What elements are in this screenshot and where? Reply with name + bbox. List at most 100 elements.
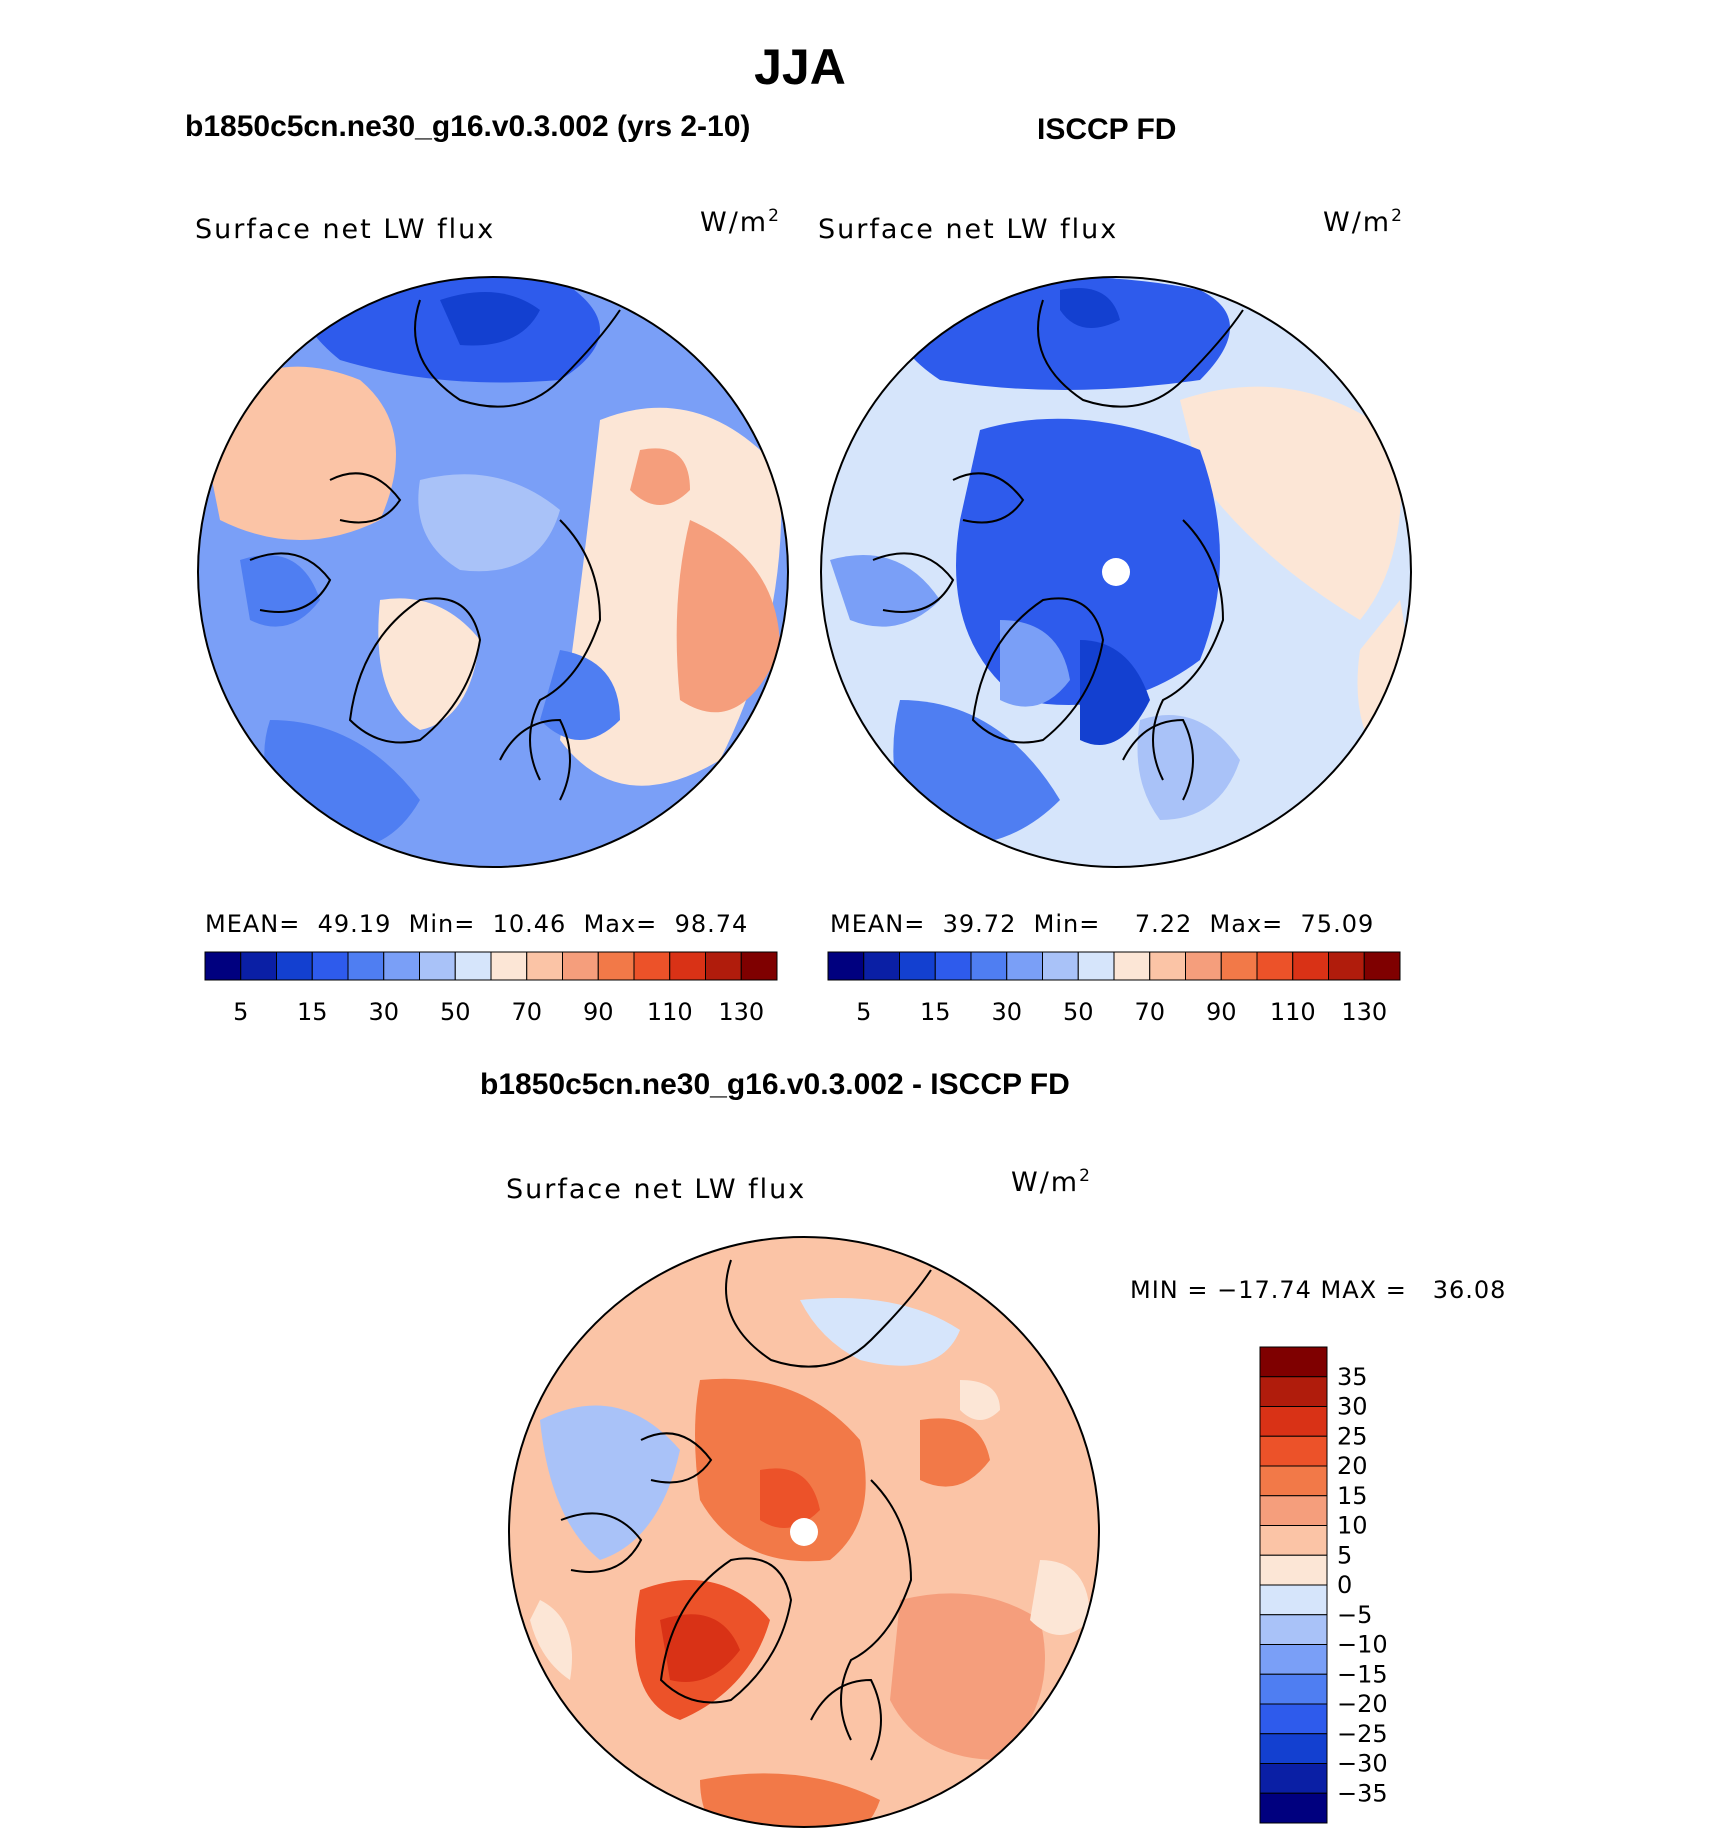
panel2-colorbar: 5 15 30 50 70 90 110 130 <box>827 951 1401 1026</box>
panel3-colorbar-tick-label: −10 <box>1337 1631 1388 1659</box>
figure-title: JJA <box>754 39 846 95</box>
panel1-colorbar-swatch <box>669 951 706 981</box>
panel3-colorbar-swatch <box>1259 1376 1328 1407</box>
panel1-colorbar-swatch <box>347 951 385 981</box>
panel3-units-label: W/m2 <box>1011 1166 1092 1198</box>
panel1-colorbar-swatch <box>311 951 349 981</box>
panel1-colorbar-swatch <box>633 951 671 981</box>
panel1-colorbar-tick-label: 70 <box>511 998 542 1026</box>
panel1-colorbar-swatch <box>490 951 528 981</box>
panel2-colorbar-swatch <box>1328 951 1365 981</box>
panel3-colorbar-swatch <box>1259 1763 1328 1794</box>
panel2-colorbar-swatch <box>863 951 900 981</box>
panel1-colorbar-swatch <box>276 951 313 981</box>
panel1-colorbar-tick-label: 30 <box>368 998 399 1026</box>
panel2-colorbar-tick-label: 50 <box>1063 998 1094 1026</box>
panel2-map <box>820 276 1412 868</box>
panel2-stats: MEAN= 39.72 Min= 7.22 Max= 75.09 <box>830 910 1375 938</box>
panel3-colorbar-swatch <box>1259 1465 1328 1497</box>
panel1-stats: MEAN= 49.19 Min= 10.46 Max= 98.74 <box>205 910 749 938</box>
panel2-colorbar-tick-label: 90 <box>1206 998 1237 1026</box>
panel3-colorbar-tick-label: −30 <box>1337 1750 1388 1778</box>
panel3-colorbar-swatch <box>1259 1435 1328 1467</box>
panel1-map <box>197 276 789 868</box>
panel3-map <box>508 1236 1100 1828</box>
panel3-colorbar-tick-label: −20 <box>1337 1690 1388 1718</box>
panel2-colorbar-swatch <box>1256 951 1294 981</box>
panel3-colorbar-swatch <box>1259 1733 1328 1764</box>
panel3-colorbar-swatch <box>1259 1406 1328 1437</box>
panel2-colorbar-swatch <box>1113 951 1151 981</box>
panel2-colorbar-tick-label: 5 <box>856 998 871 1026</box>
panel2-colorbar-swatch <box>1077 951 1115 981</box>
panel1-title: b1850c5cn.ne30_g16.v0.3.002 (yrs 2-10) <box>185 110 751 143</box>
panel2-colorbar-swatch <box>1292 951 1329 981</box>
panel3-pole-mask <box>790 1518 818 1546</box>
panel3-colorbar-swatch <box>1259 1554 1328 1586</box>
panel1-colorbar-swatch <box>562 951 599 981</box>
panel1-units-label: W/m2 <box>700 206 781 238</box>
panel3-colorbar-tick-label: 15 <box>1337 1482 1368 1510</box>
panel1-variable-label: Surface net LW flux <box>195 214 496 245</box>
panel2-colorbar-tick-label: 70 <box>1134 998 1165 1026</box>
panel1-colorbar-tick-label: 5 <box>233 998 248 1026</box>
panel2-coastlines <box>872 299 1244 801</box>
panel2-colorbar-swatch <box>1220 951 1258 981</box>
panel1-coastlines <box>249 299 621 801</box>
panel3-colorbar-tick-label: −35 <box>1337 1779 1388 1807</box>
panel2-colorbar-swatch <box>970 951 1008 981</box>
panel2-colorbar-tick-label: 30 <box>991 998 1022 1026</box>
panel3-coastlines <box>560 1259 932 1761</box>
panel3-stats: MIN = −17.74 MAX = 36.08 <box>1130 1276 1507 1304</box>
panel3-colorbar-tick-label: 20 <box>1337 1452 1368 1480</box>
panel2-pole-mask <box>1102 558 1130 586</box>
panel1-colorbar-swatch <box>597 951 635 981</box>
panel2-colorbar-swatch <box>1363 951 1401 981</box>
panel2-colorbar-swatch <box>899 951 936 981</box>
panel1-colorbar-tick-label: 110 <box>647 998 693 1026</box>
panel3-colorbar-tick-label: 10 <box>1337 1512 1368 1540</box>
panel3-colorbar-swatch <box>1259 1703 1328 1735</box>
panel2-variable-label: Surface net LW flux <box>818 214 1119 245</box>
panel1-colorbar-swatch <box>740 951 778 981</box>
panel3-colorbar-swatch <box>1259 1346 1328 1378</box>
panel2-units-label: W/m2 <box>1323 206 1404 238</box>
panel3-colorbar-swatch <box>1259 1673 1328 1705</box>
panel2-colorbar-swatch <box>1149 951 1186 981</box>
panel2-colorbar-tick-label: 15 <box>920 998 951 1026</box>
panel3-colorbar-tick-label: 30 <box>1337 1393 1368 1421</box>
panel1-colorbar-tick-label: 130 <box>718 998 764 1026</box>
panel1-colorbar-tick-label: 50 <box>440 998 471 1026</box>
panel2-colorbar-swatch <box>1042 951 1079 981</box>
panel2-colorbar-tick-label: 130 <box>1341 998 1387 1026</box>
panel1-colorbar-swatch <box>240 951 277 981</box>
panel3-variable-label: Surface net LW flux <box>506 1174 807 1205</box>
panel1-colorbar-swatch <box>454 951 492 981</box>
panel3-colorbar-tick-label: 0 <box>1337 1571 1352 1599</box>
panel2-colorbar-swatch <box>1185 951 1222 981</box>
panel3-field <box>509 1237 1099 1827</box>
panel3-title: b1850c5cn.ne30_g16.v0.3.002 - ISCCP FD <box>480 1068 1070 1101</box>
panel3-colorbar-swatch <box>1259 1584 1328 1616</box>
panel3-colorbar-swatch <box>1259 1792 1328 1824</box>
panel1-colorbar-swatch <box>705 951 742 981</box>
panel3-colorbar-swatch <box>1259 1644 1328 1675</box>
panel2-colorbar-swatch <box>934 951 972 981</box>
panel2-colorbar-tick-label: 110 <box>1270 998 1316 1026</box>
panel3-colorbar-swatch <box>1259 1495 1328 1526</box>
panel3-colorbar-swatch <box>1259 1525 1328 1556</box>
panel1-colorbar-swatch <box>204 951 242 981</box>
panel3-colorbar-tick-label: −5 <box>1337 1601 1372 1629</box>
panel3-colorbar-tick-label: 5 <box>1337 1541 1352 1569</box>
panel1-colorbar-swatch <box>383 951 420 981</box>
panel1-colorbar-swatch <box>419 951 456 981</box>
panel3-colorbar-tick-label: 25 <box>1337 1422 1368 1450</box>
panel2-colorbar-swatch <box>1006 951 1043 981</box>
panel2-title: ISCCP FD <box>1037 113 1177 146</box>
panel1-colorbar-tick-label: 15 <box>297 998 328 1026</box>
panel1-field <box>198 277 788 867</box>
panel2-colorbar-swatch <box>827 951 865 981</box>
panel3-colorbar-tick-label: −15 <box>1337 1660 1388 1688</box>
